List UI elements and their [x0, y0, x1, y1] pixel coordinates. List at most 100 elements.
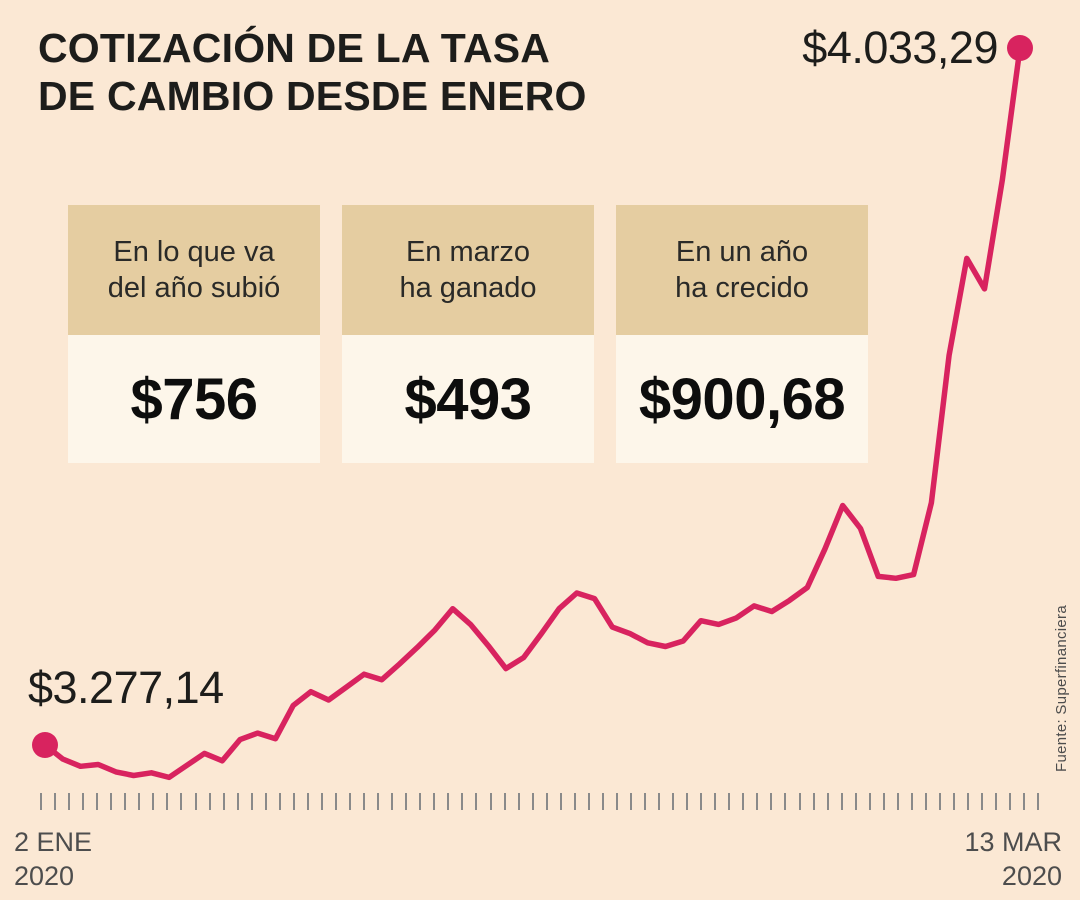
- rate-line: [42, 45, 1023, 781]
- stat-box-ytd-header: En lo que va del año subió: [68, 205, 320, 335]
- axis-start-year: 2020: [14, 860, 75, 891]
- axis-tick: [672, 793, 675, 810]
- stat-box-ytd-value: $756: [68, 335, 320, 463]
- stat-label: ha crecido: [675, 272, 809, 304]
- axis-tick: [910, 793, 913, 810]
- stat-label: del año subió: [107, 272, 281, 304]
- axis-tick: [1009, 793, 1012, 810]
- axis-tick: [559, 793, 562, 810]
- axis-tick: [953, 793, 956, 810]
- axis-tick: [447, 793, 450, 810]
- axis-tick: [194, 793, 197, 810]
- stat-boxes: En lo que va del año subió $756 En marzo…: [68, 205, 868, 463]
- axis-tick: [292, 793, 295, 810]
- start-value-label: $3.277,14: [28, 662, 224, 713]
- axis-tick: [742, 793, 745, 810]
- source-credit: Fuente: Superfinanciera: [1053, 605, 1070, 772]
- axis-tick: [658, 793, 661, 810]
- axis-tick: [236, 793, 239, 810]
- axis-tick: [503, 793, 506, 810]
- axis-tick: [363, 793, 366, 810]
- stat-box-year-value: $900,68: [616, 335, 868, 463]
- axis-tick: [545, 793, 548, 810]
- axis-tick: [868, 793, 871, 810]
- axis-tick: [124, 793, 127, 810]
- axis-tick: [573, 793, 576, 810]
- axis-tick: [728, 793, 731, 810]
- stat-label: ha ganado: [399, 272, 537, 304]
- axis-tick: [475, 793, 478, 810]
- axis-tick: [615, 793, 618, 810]
- axis-tick: [601, 793, 604, 810]
- axis-tick: [517, 793, 520, 810]
- axis-tick: [587, 793, 590, 810]
- axis-tick: [96, 793, 99, 810]
- page-title: COTIZACIÓN DE LA TASA DE CAMBIO DESDE EN…: [38, 24, 587, 121]
- stat-box-march-value: $493: [342, 335, 594, 463]
- axis-tick: [1023, 793, 1026, 810]
- axis-tick: [629, 793, 632, 810]
- axis-tick: [433, 793, 436, 810]
- axis-tick: [489, 793, 492, 810]
- axis-end-date: 13 MAR: [964, 827, 1062, 857]
- axis-tick: [840, 793, 843, 810]
- axis-tick: [264, 793, 267, 810]
- stat-box-march: En marzo ha ganado $493: [342, 205, 594, 463]
- axis-tick: [138, 793, 141, 810]
- axis-tick: [700, 793, 703, 810]
- axis-tick: [854, 793, 857, 810]
- axis-tick: [306, 793, 309, 810]
- axis-tick: [714, 793, 717, 810]
- axis-tick: [391, 793, 394, 810]
- axis-tick: [461, 793, 464, 810]
- axis-tick: [349, 793, 352, 810]
- axis-tick: [180, 793, 183, 810]
- title-line-2: DE CAMBIO DESDE ENERO: [38, 73, 587, 120]
- axis-tick: [756, 793, 759, 810]
- axis-tick: [770, 793, 773, 810]
- stat-label: En un año: [675, 235, 809, 268]
- axis-start-date: 2 ENE: [14, 827, 93, 857]
- axis-tick: [882, 793, 885, 810]
- axis-tick: [54, 793, 57, 810]
- axis-tick: [152, 793, 155, 810]
- axis-tick: [686, 793, 689, 810]
- stat-label: En marzo: [405, 235, 531, 268]
- axis-tick: [166, 793, 169, 810]
- axis-tick: [278, 793, 281, 810]
- axis-tick: [82, 793, 85, 810]
- axis-tick: [939, 793, 941, 810]
- axis-tick: [377, 793, 380, 810]
- axis-tick: [644, 793, 647, 810]
- axis-end-year: 2020: [1001, 860, 1062, 891]
- stat-label: En lo que va: [113, 235, 275, 268]
- axis-label-end: 13 MAR 2020: [964, 826, 1062, 894]
- end-dot: [1007, 35, 1033, 61]
- axis-tick: [531, 793, 534, 810]
- end-value-label: $4.033,29: [802, 22, 998, 73]
- axis-tick: [208, 793, 211, 810]
- axis-tick: [784, 793, 787, 810]
- stat-box-year-header: En un año ha crecido: [616, 205, 868, 335]
- axis-tick: [222, 793, 225, 810]
- axis-tick: [334, 793, 337, 810]
- axis-tick: [967, 793, 970, 810]
- start-dot: [32, 732, 58, 758]
- axis-tick: [896, 793, 899, 810]
- axis-tick: [826, 793, 829, 810]
- axis-tick: [1037, 793, 1040, 810]
- axis-tick: [40, 793, 42, 810]
- axis-tick: [419, 793, 422, 810]
- axis-tick: [812, 793, 815, 810]
- axis-tick: [405, 793, 408, 810]
- stat-box-march-header: En marzo ha ganado: [342, 205, 594, 335]
- axis-tick: [110, 793, 113, 810]
- axis-label-start: 2 ENE 2020: [14, 826, 92, 894]
- stat-box-year: En un año ha crecido $900,68: [616, 205, 868, 463]
- title-line-1: COTIZACIÓN DE LA TASA: [38, 25, 551, 71]
- axis-tick: [320, 793, 323, 810]
- axis-tick: [68, 793, 71, 810]
- stat-box-ytd: En lo que va del año subió $756: [68, 205, 320, 463]
